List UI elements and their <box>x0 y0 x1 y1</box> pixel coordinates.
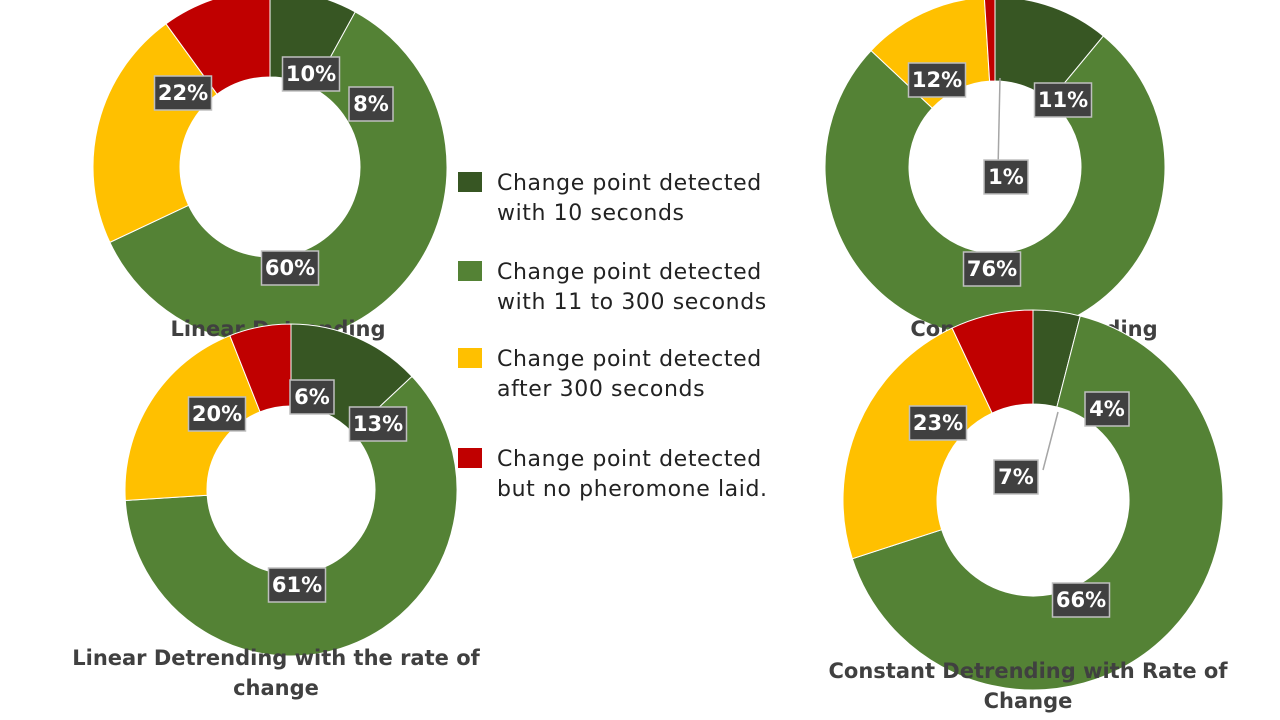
slice-no-pheromone <box>165 0 271 95</box>
legend-item-within-10s: Change point detected with 10 seconds <box>458 171 762 226</box>
data-label: 13% <box>353 412 403 436</box>
data-label-box <box>962 251 1022 287</box>
data-label: 6% <box>294 385 330 409</box>
data-label: 61% <box>272 573 322 597</box>
data-label: 11% <box>1038 88 1088 112</box>
legend-label-line2: after 300 seconds <box>497 377 705 402</box>
leader-line <box>997 77 1001 171</box>
data-label-box <box>281 56 341 92</box>
data-label-box <box>983 159 1029 195</box>
chart-title: change <box>233 676 319 700</box>
slice-11-to-300s <box>124 375 458 657</box>
data-label: 60% <box>265 256 315 280</box>
data-label-box <box>907 62 967 98</box>
legend-item-11-to-300s: Change point detected with 11 to 300 sec… <box>458 260 767 315</box>
data-label: 76% <box>967 257 1017 281</box>
data-label-box <box>1033 82 1093 118</box>
data-label: 1% <box>988 165 1024 189</box>
data-label-box <box>260 250 320 286</box>
legend-label-line2: but no pheromone laid. <box>497 477 768 502</box>
data-label: 20% <box>192 402 242 426</box>
legend-label-line1: Change point detected <box>497 171 762 196</box>
slice-no-pheromone <box>951 309 1034 414</box>
data-label: 8% <box>353 92 389 116</box>
legend-label-line1: Change point detected <box>497 260 762 285</box>
data-label-box <box>993 459 1039 495</box>
chart-title: Linear Detrending with the rate of <box>72 646 480 670</box>
data-label-box <box>1084 391 1130 427</box>
data-label-box <box>348 86 394 122</box>
legend-swatch <box>458 348 482 368</box>
data-label-box <box>153 75 213 111</box>
data-label: 10% <box>286 62 336 86</box>
chart-title: Change <box>984 689 1073 713</box>
donut-chart: 8%60%22%10%Linear Detrending <box>92 0 448 345</box>
slice-11-to-300s <box>851 315 1224 691</box>
legend-swatch <box>458 448 482 468</box>
data-label-box <box>187 396 247 432</box>
data-label: 7% <box>998 465 1034 489</box>
data-label: 66% <box>1056 588 1106 612</box>
data-label: 12% <box>912 68 962 92</box>
data-label-box <box>267 567 327 603</box>
legend-label-line1: Change point detected <box>497 447 762 472</box>
slice-no-pheromone <box>229 323 292 413</box>
chart-title: Constant Detrending with Rate of <box>829 659 1229 683</box>
data-label: 4% <box>1089 397 1125 421</box>
slice-no-pheromone <box>983 0 996 82</box>
data-label-box <box>348 406 408 442</box>
legend-label-line2: with 10 seconds <box>497 201 685 226</box>
legend-item-after-300s: Change point detected after 300 seconds <box>458 347 762 402</box>
data-label-box <box>908 405 968 441</box>
donut-chart: 4% 66% 23% 7% Constant Detrending with Rate … <box>829 309 1229 713</box>
legend-item-no-pheromone: Change point detected but no pheromone l… <box>458 447 768 502</box>
legend-label-line1: Change point detected <box>497 347 762 372</box>
legend-label-line2: with 11 to 300 seconds <box>497 290 767 315</box>
legend-swatch <box>458 172 482 192</box>
legend-swatch <box>458 261 482 281</box>
data-label-box <box>289 379 335 415</box>
donut-chart: 11%76%12%1%Constant Detrending <box>824 0 1166 341</box>
data-label: 22% <box>158 81 208 105</box>
donut-chart: 13% 61% 20% 6% Linear Detrending with the ra… <box>72 323 481 700</box>
legend: Change point detected with 10 seconds Ch… <box>458 171 768 502</box>
leader-line <box>1042 411 1059 471</box>
slice-after-300s <box>842 327 993 560</box>
data-label: 23% <box>913 411 963 435</box>
charts-layer: 8%60%22%10%Linear Detrending11%76%12%1%C… <box>72 0 1228 713</box>
data-label-box <box>1051 582 1111 618</box>
